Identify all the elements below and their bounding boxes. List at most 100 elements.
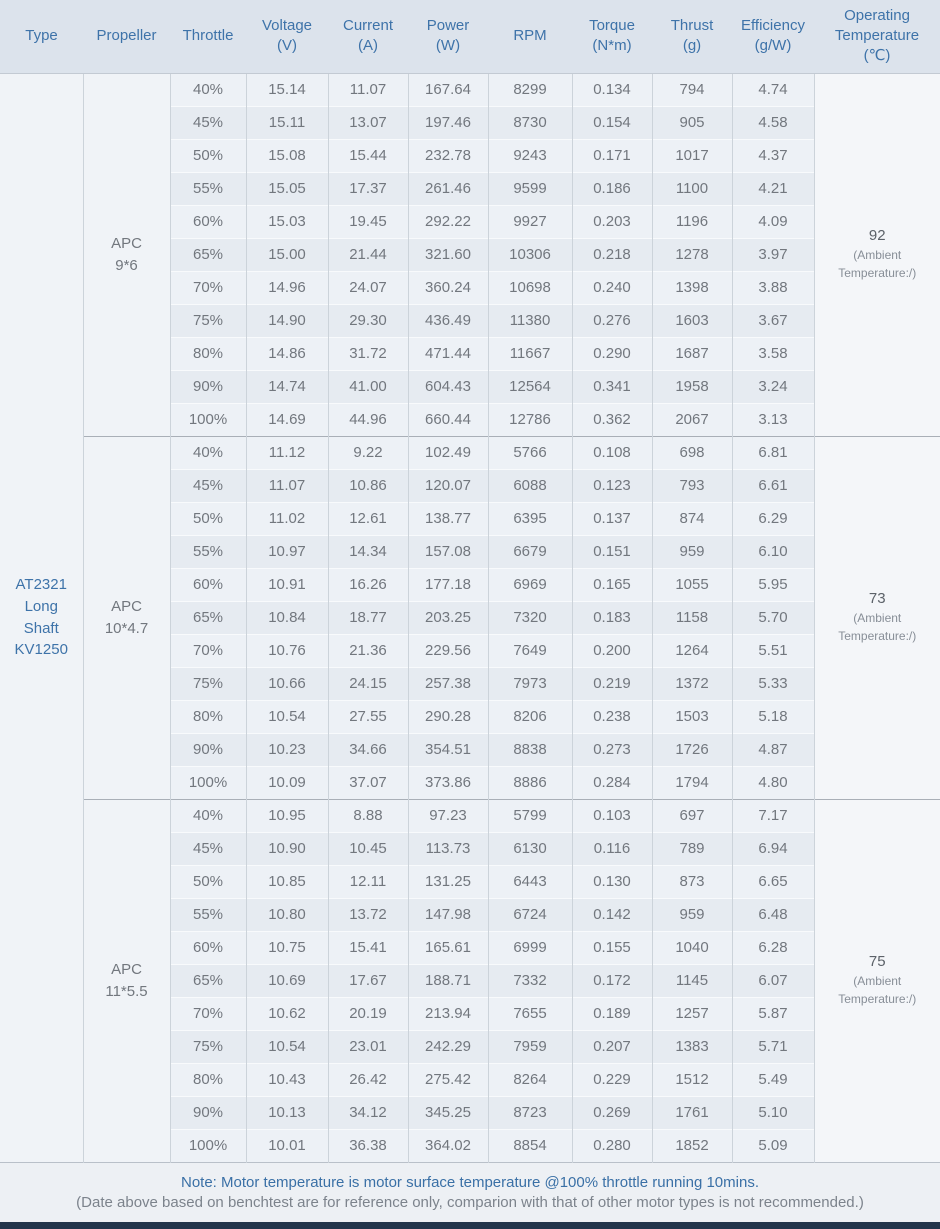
cell-throttle: 55% xyxy=(169,897,246,931)
cell-rpm: 12564 xyxy=(487,369,572,403)
cell-thrust: 1196 xyxy=(651,204,732,238)
cell-rpm: 11667 xyxy=(487,336,572,370)
cell-efficiency: 3.58 xyxy=(731,336,814,370)
cell-throttle: 100% xyxy=(169,765,246,799)
cell-current: 8.88 xyxy=(327,798,408,832)
cell-throttle: 90% xyxy=(169,369,246,403)
cell-current: 31.72 xyxy=(327,336,408,370)
cell-torque: 0.276 xyxy=(571,303,652,337)
cell-efficiency: 5.51 xyxy=(731,633,814,667)
cell-voltage: 15.14 xyxy=(245,72,328,106)
cell-voltage: 11.07 xyxy=(245,468,328,502)
cell-power: 261.46 xyxy=(407,171,488,205)
cell-thrust: 1398 xyxy=(651,270,732,304)
cell-voltage: 10.76 xyxy=(245,633,328,667)
cell-current: 16.26 xyxy=(327,567,408,601)
cell-current: 14.34 xyxy=(327,534,408,568)
cell-throttle: 80% xyxy=(169,336,246,370)
cell-efficiency: 6.65 xyxy=(731,864,814,898)
table-row: 50% 15.08 15.44 232.78 9243 0.171 1017 4.37 xyxy=(0,138,940,172)
cell-efficiency: 4.37 xyxy=(731,138,814,172)
table-row: 70% 10.76 21.36 229.56 7649 0.200 1264 5.51 xyxy=(0,633,940,667)
cell-power: 177.18 xyxy=(407,567,488,601)
cell-torque: 0.183 xyxy=(571,600,652,634)
cell-rpm: 8264 xyxy=(487,1062,572,1096)
cell-torque: 0.273 xyxy=(571,732,652,766)
cell-current: 12.61 xyxy=(327,501,408,535)
cell-power: 660.44 xyxy=(407,402,488,436)
cell-current: 12.11 xyxy=(327,864,408,898)
cell-throttle: 40% xyxy=(169,435,246,469)
col-header-voltage: Voltage (V) xyxy=(246,0,328,74)
cell-current: 36.38 xyxy=(327,1128,408,1162)
propeller-cell: APC 9*6 xyxy=(82,73,170,436)
cell-power: 131.25 xyxy=(407,864,488,898)
col-header-torque: Torque (N*m) xyxy=(572,0,652,74)
cell-thrust: 1761 xyxy=(651,1095,732,1129)
cell-thrust: 1055 xyxy=(651,567,732,601)
propeller-cell: APC 10*4.7 xyxy=(82,435,170,799)
cell-thrust: 697 xyxy=(651,798,732,832)
cell-voltage: 14.96 xyxy=(245,270,328,304)
col-header-type: Type xyxy=(0,0,83,74)
cell-torque: 0.203 xyxy=(571,204,652,238)
cell-thrust: 1264 xyxy=(651,633,732,667)
cell-current: 11.07 xyxy=(327,72,408,106)
cell-power: 373.86 xyxy=(407,765,488,799)
cell-efficiency: 4.74 xyxy=(731,72,814,106)
cell-throttle: 65% xyxy=(169,237,246,271)
cell-efficiency: 4.58 xyxy=(731,105,814,139)
note-primary: Note: Motor temperature is motor surface… xyxy=(181,1173,759,1191)
cell-torque: 0.269 xyxy=(571,1095,652,1129)
cell-thrust: 1383 xyxy=(651,1029,732,1063)
cell-current: 9.22 xyxy=(327,435,408,469)
cell-power: 345.25 xyxy=(407,1095,488,1129)
cell-voltage: 10.62 xyxy=(245,996,328,1030)
cell-power: 354.51 xyxy=(407,732,488,766)
cell-rpm: 9599 xyxy=(487,171,572,205)
table-row: 65% 10.84 18.77 203.25 7320 0.183 1158 5.70 xyxy=(0,600,940,634)
cell-voltage: 10.85 xyxy=(245,864,328,898)
cell-efficiency: 4.87 xyxy=(731,732,814,766)
cell-thrust: 1512 xyxy=(651,1062,732,1096)
operating-temperature-cell: 75 (Ambient Temperature:/) xyxy=(813,798,940,1162)
cell-rpm: 8886 xyxy=(487,765,572,799)
cell-rpm: 5766 xyxy=(487,435,572,469)
temperature-value: 73 xyxy=(868,590,886,607)
cell-torque: 0.151 xyxy=(571,534,652,568)
cell-throttle: 55% xyxy=(169,534,246,568)
cell-efficiency: 3.24 xyxy=(731,369,814,403)
cell-efficiency: 3.13 xyxy=(731,402,814,436)
cell-thrust: 1145 xyxy=(651,963,732,997)
cell-torque: 0.155 xyxy=(571,930,652,964)
cell-throttle: 75% xyxy=(169,1029,246,1063)
cell-torque: 0.189 xyxy=(571,996,652,1030)
cell-torque: 0.238 xyxy=(571,699,652,733)
cell-current: 17.67 xyxy=(327,963,408,997)
cell-thrust: 1040 xyxy=(651,930,732,964)
cell-power: 197.46 xyxy=(407,105,488,139)
cell-voltage: 15.00 xyxy=(245,237,328,271)
cell-efficiency: 4.80 xyxy=(731,765,814,799)
cell-thrust: 1603 xyxy=(651,303,732,337)
cell-torque: 0.154 xyxy=(571,105,652,139)
cell-torque: 0.280 xyxy=(571,1128,652,1162)
cell-power: 360.24 xyxy=(407,270,488,304)
cell-rpm: 8206 xyxy=(487,699,572,733)
cell-throttle: 50% xyxy=(169,864,246,898)
cell-current: 21.44 xyxy=(327,237,408,271)
cell-throttle: 100% xyxy=(169,402,246,436)
cell-power: 138.77 xyxy=(407,501,488,535)
cell-efficiency: 5.71 xyxy=(731,1029,814,1063)
cell-current: 15.44 xyxy=(327,138,408,172)
cell-torque: 0.186 xyxy=(571,171,652,205)
cell-torque: 0.116 xyxy=(571,831,652,865)
cell-voltage: 10.95 xyxy=(245,798,328,832)
cell-thrust: 1687 xyxy=(651,336,732,370)
cell-voltage: 15.08 xyxy=(245,138,328,172)
footer-notes: Note: Motor temperature is motor surface… xyxy=(0,1162,940,1222)
cell-power: 436.49 xyxy=(407,303,488,337)
cell-voltage: 14.69 xyxy=(245,402,328,436)
cell-voltage: 15.05 xyxy=(245,171,328,205)
cell-throttle: 50% xyxy=(169,501,246,535)
